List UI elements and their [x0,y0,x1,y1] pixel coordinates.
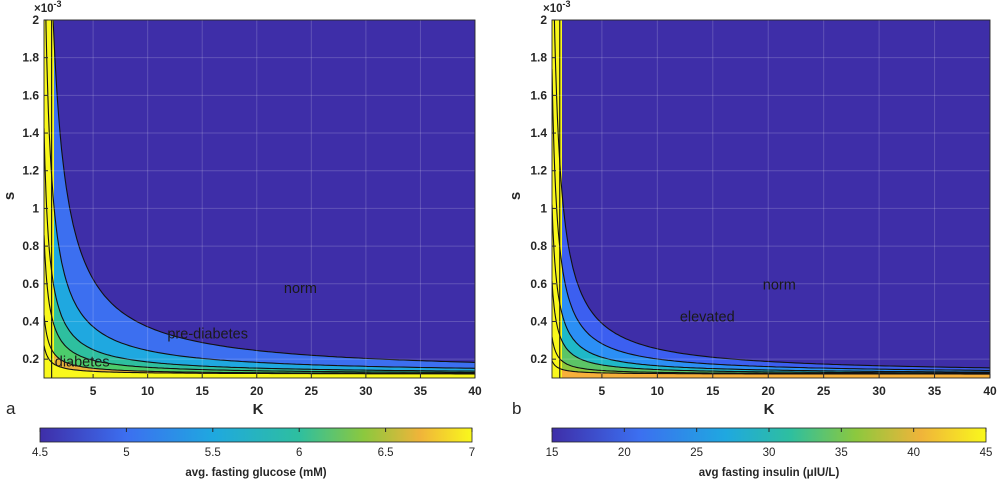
panel-a-axes: ×10-3 s K a 5 10 15 20 25 30 35 40 0.2 0.4 0.6 0.8 1… [1,0,482,418]
panel-b-band-2 [552,20,990,378]
panel-b-y-tick-label: 1 [540,201,547,215]
panel-b-y-tick-label: 1.4 [530,126,547,140]
panel-a-colorbar: 4.5 5 5.5 6 6.5 7 avg. fasting glucose (mM) [32,427,475,479]
panel-b-x-tick-label: 10 [651,384,665,398]
panel-a-plot-area: norm pre-diabetes diabetes [44,20,475,378]
panel-b-axes: ×10-3 s K b 5 10 15 20 25 30 35 40 0.2 0.4 0.6 0.8 1… [507,0,997,418]
panel-a-y-tick-label: 1.6 [22,88,39,102]
panel-a-region-label: diabetes [55,355,110,371]
panel-b-y-tick-label: 0.2 [530,352,547,366]
panel-b-y-tick-label: 1.2 [530,164,547,178]
panel-b-colorbar: 15 20 25 30 35 40 45 avg fasting insulin (μIU/… [546,427,993,479]
panel-a-y-tick-label: 0.4 [22,314,39,328]
panel-a-contour-line [45,20,475,369]
panel-b-colorbar-tick-label: 15 [546,447,559,459]
panel-a-x-tick-label: 5 [90,384,97,398]
panel-a-y-tick-label: 1.8 [22,51,39,65]
panel-b-x-tick-label: 30 [872,384,886,398]
panel-a-y-exponent: ×10-3 [34,0,62,15]
panel-b-contour-line [552,68,990,371]
panel-b-y-tick-label: 2 [540,13,547,27]
panel-b-colorbar-tick-label: 40 [907,447,920,459]
panel-a-colorbar-tick-label: 7 [469,447,475,459]
panel-a-frame [43,19,476,379]
panel-a-y-tick-label: 0.2 [22,352,39,366]
panel-a-colorbar-tick-label: 6 [296,447,302,459]
panel-a-band-max [44,20,54,378]
panel-a-x-tick-label: 40 [468,384,482,398]
panel-a-contour-line [44,345,475,375]
panel-b-x-tick-label: 25 [817,384,831,398]
panel-b-contour-line [553,20,990,369]
panel-a-band-2 [44,20,475,378]
panel-b-region-label: elevated [680,309,735,325]
panel-b-colorbar-tick-label: 25 [690,447,703,459]
panel-a-region-label: norm [284,281,317,297]
panel-b-contour-line [552,280,990,374]
panel-a-x-tick-label: 15 [196,384,210,398]
panel-a-label: a [6,399,16,418]
panel-b-frame [551,19,991,379]
panel-b-x-tick-label: 5 [599,384,606,398]
panel-b-colorbar-tick-label: 45 [980,447,993,459]
panel-b-x-axis-label: K [764,401,775,418]
panel-b-x-tick-label: 35 [928,384,942,398]
panel-a-contour-line [44,314,475,375]
panel-a-y-tick-label: 0.8 [22,239,39,253]
panel-b-contour-line [552,204,990,373]
panel-a-contour-line [44,235,475,374]
panel-a-colorbar-tick-label: 5.5 [205,447,221,459]
panel-b-x-tick-label: 40 [983,384,997,398]
panel-b-plot-area: norm elevated [552,20,990,378]
panel-b-label: b [512,399,521,418]
panel-a-colorbar-tick-label: 6.5 [378,447,394,459]
panel-b-x-tick-label: 15 [706,384,720,398]
panel-a-x-axis-label: K [253,401,264,418]
panel-a-colorbar-gradient [39,427,473,443]
panel-a-contour-line [52,20,475,363]
panel-b-colorbar-tick-label: 30 [763,447,776,459]
panel-b-region-fill [552,20,990,378]
panel-a-y-tick-label: 1 [32,201,39,215]
panel-a-colorbar-label: avg. fasting glucose (mM) [185,467,326,479]
panel-a-x-tick-label: 30 [359,384,373,398]
panel-b-y-tick-label: 1.6 [530,88,547,102]
panel-b-y-tick-label: 0.8 [530,239,547,253]
panel-a-x-tick-label: 20 [250,384,264,398]
panel-b-x-tick-label: 20 [762,384,776,398]
panel-a-colorbar-tick-label: 5 [123,447,129,459]
panel-b-y-tick-label: 0.6 [530,277,547,291]
panel-b-colorbar-label: avg fasting insulin (μIU/L) [699,467,840,479]
panel-b-colorbar-tick-label: 20 [618,447,631,459]
panel-b-band-max [552,20,562,378]
panel-a-x-tick-label: 10 [141,384,155,398]
panel-b-y-axis-label: s [507,192,524,200]
panel-b-colorbar-tick-label: 35 [835,447,848,459]
panel-b-y-exponent: ×10-3 [543,0,571,15]
panel-a-colorbar-tick-label: 4.5 [32,447,48,459]
panel-a-y-axis-label: s [1,192,18,200]
panel-a-x-tick-label: 35 [414,384,428,398]
panel-a-y-tick-label: 1.2 [22,164,39,178]
panel-a-contour-line [44,128,475,372]
panel-b: norm elevated ×10-3 s K b 5 10 15 20 25 30 35 40… [507,0,997,479]
panel-a-y-tick-label: 2 [32,13,39,27]
panel-a-y-tick-label: 0.6 [22,277,39,291]
panel-b-y-tick-label: 1.8 [530,51,547,65]
panel-a-y-tick-label: 1.4 [22,126,39,140]
panel-a-x-tick-label: 25 [305,384,319,398]
panel-a-region-label: pre-diabetes [167,326,248,342]
panel-b-y-tick-label: 0.4 [530,314,547,328]
panel-b-region-label: norm [763,277,796,293]
